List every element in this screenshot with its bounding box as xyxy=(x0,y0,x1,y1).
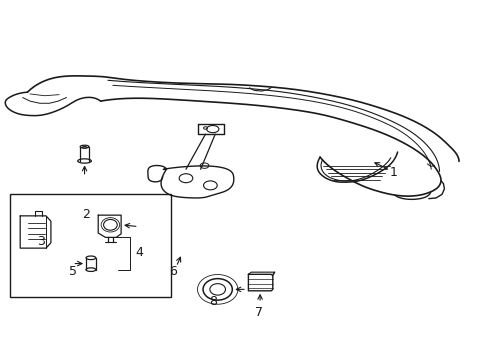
Text: 8: 8 xyxy=(209,295,217,308)
Text: 3: 3 xyxy=(37,235,44,248)
Text: 1: 1 xyxy=(388,166,396,179)
Text: 4: 4 xyxy=(136,246,143,259)
Text: 5: 5 xyxy=(69,265,77,278)
Text: 6: 6 xyxy=(168,265,176,278)
Text: 7: 7 xyxy=(255,306,263,319)
Text: 2: 2 xyxy=(82,208,90,221)
